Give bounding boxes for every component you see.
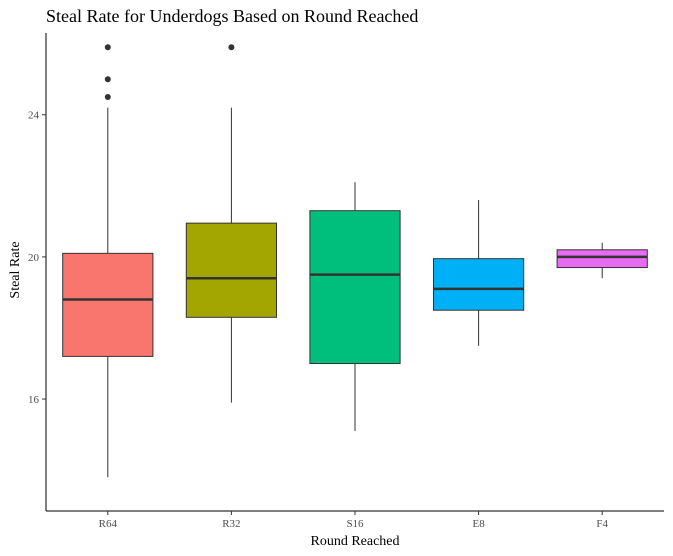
x-tick-label: R32	[222, 518, 240, 530]
box-f4	[556, 242, 648, 279]
y-axis-ticks: 16 20 24	[28, 110, 46, 406]
y-tick-label: 20	[28, 252, 40, 264]
box-body	[556, 249, 648, 269]
box-body	[432, 258, 525, 311]
x-tick-label: R64	[99, 518, 118, 530]
x-axis-ticks: R64 R32 S16 E8 F4	[99, 511, 609, 530]
box-body	[62, 252, 154, 357]
box-body	[309, 210, 401, 365]
x-tick-label: F4	[596, 518, 608, 530]
x-tick-label: S16	[346, 518, 364, 530]
outlier-point	[228, 44, 235, 51]
outlier-point	[104, 44, 111, 51]
outlier-point	[104, 93, 111, 100]
box-r32	[185, 44, 278, 403]
x-tick-label: E8	[472, 518, 485, 530]
box-s16	[309, 182, 401, 432]
boxes-group	[62, 44, 648, 478]
box-body	[185, 222, 278, 318]
chart-title: Steal Rate for Underdogs Based on Round …	[46, 6, 418, 26]
y-axis-title: Steal Rate	[8, 241, 23, 298]
x-axis-title: Round Reached	[310, 534, 399, 549]
y-tick-label: 16	[28, 394, 40, 406]
outlier-point	[104, 76, 111, 83]
box-e8	[432, 200, 525, 346]
y-tick-label: 24	[28, 110, 40, 122]
box-r64	[62, 44, 154, 478]
